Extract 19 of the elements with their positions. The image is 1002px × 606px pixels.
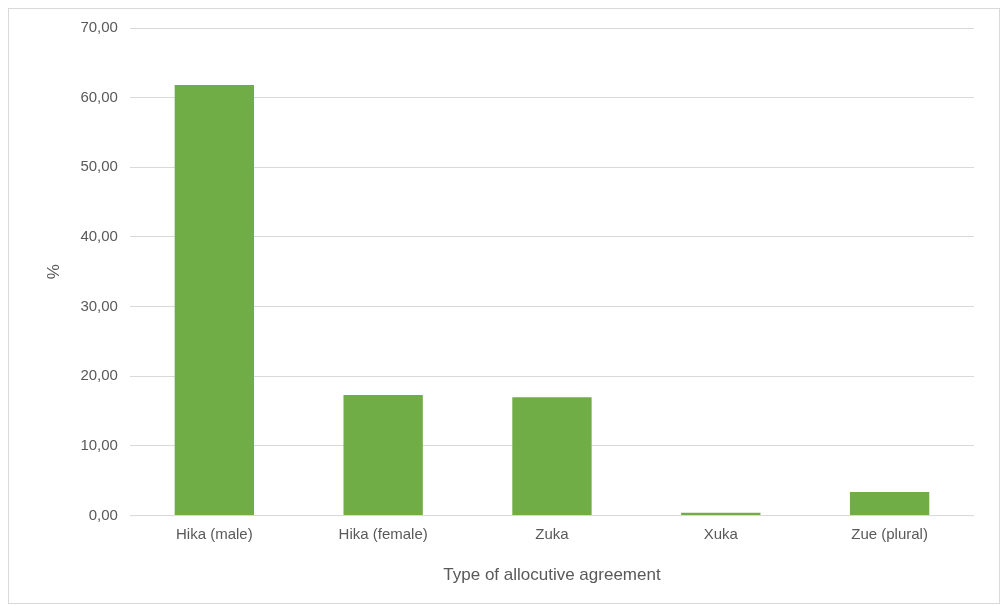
x-tick-label: Zue (plural) <box>851 524 928 542</box>
bar <box>174 85 255 516</box>
y-tick-label: 70,00 <box>80 18 118 36</box>
bar <box>343 395 423 516</box>
y-tick-label: 50,00 <box>80 157 118 175</box>
y-tick-label: 0,00 <box>88 505 118 523</box>
x-axis-title: Type of allocutive agreement <box>443 565 661 585</box>
bar <box>512 397 592 516</box>
y-tick-label: 40,00 <box>80 227 118 245</box>
y-tick-label: 20,00 <box>80 366 118 384</box>
x-tick-label: Zuka <box>535 524 570 542</box>
y-tick-label: 10,00 <box>80 436 118 454</box>
bar <box>849 491 930 516</box>
y-tick-label: 30,00 <box>80 296 118 314</box>
y-tick-label: 60,00 <box>80 87 118 105</box>
x-tick-label: Hika (male) <box>176 524 253 542</box>
x-tick-label: Xuka <box>703 524 739 542</box>
y-axis-title: % <box>43 264 63 280</box>
x-tick-label: Hika (female) <box>338 524 428 542</box>
